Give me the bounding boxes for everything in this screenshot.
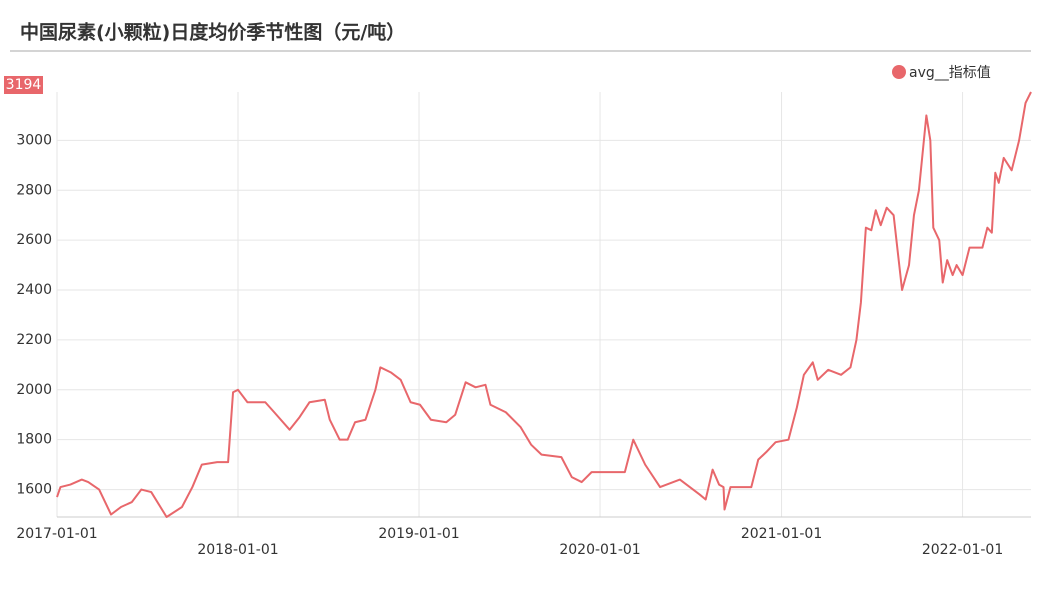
- y-tick-label: 2400: [16, 282, 52, 298]
- max-label: 3194: [6, 77, 42, 93]
- chart-title: 中国尿素(小颗粒)日度均价季节性图（元/吨）: [20, 21, 405, 44]
- x-tick-label: 2017-01-01: [16, 526, 97, 542]
- y-tick-label: 1600: [16, 482, 52, 498]
- y-tick-label: 2800: [16, 182, 52, 198]
- x-tick-label: 2019-01-01: [378, 526, 459, 542]
- x-tick-label: 2021-01-01: [741, 526, 822, 542]
- line-series: [56, 91, 1032, 518]
- x-tick-label: 2022-01-01: [922, 542, 1003, 558]
- y-tick-label: 1800: [16, 432, 52, 448]
- x-tick-label: 2020-01-01: [559, 542, 640, 558]
- legend-marker: [892, 65, 906, 79]
- x-tick-label: 2018-01-01: [197, 542, 278, 558]
- max-label-box: [4, 76, 43, 94]
- legend-label: avg__指标值: [909, 65, 991, 81]
- y-tick-label: 3000: [16, 132, 52, 148]
- y-tick-label: 2000: [16, 382, 52, 398]
- y-tick-label: 2200: [16, 332, 52, 348]
- y-tick-label: 2600: [16, 232, 52, 248]
